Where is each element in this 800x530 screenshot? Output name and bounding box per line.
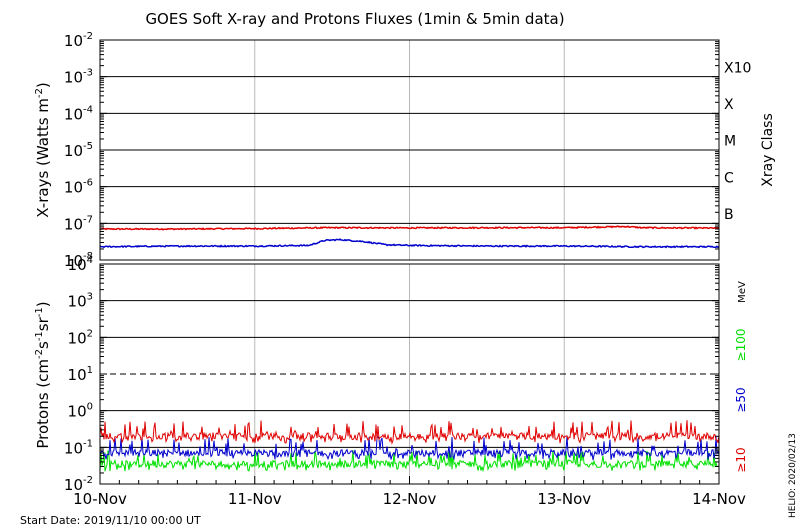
proton-energy-legend: ≥10 ≥50 ≥100 MeV (734, 281, 748, 473)
proton-series (99, 420, 720, 473)
proton-panel: 104 103 102 101 100 10-1 10-2 Protons (cm-2s-1… (34, 255, 748, 494)
proton-y-tick-label: 10-2 (64, 475, 93, 494)
xray-class-b: B (724, 207, 734, 223)
xray-series (99, 225, 720, 249)
xray-series-line-short (99, 238, 720, 249)
xray-y-tick-label: 10-7 (64, 214, 93, 233)
proton-energy-unit: MeV (737, 281, 748, 303)
proton-y-tick-label: 102 (68, 328, 93, 347)
xray-y-tick-label: 10-6 (64, 178, 93, 197)
xray-class-m: M (724, 134, 736, 150)
xray-class-x: X (724, 97, 734, 113)
proton-legend-ge10: ≥10 (734, 447, 748, 472)
x-tick-label: 13-Nov (537, 490, 591, 508)
proton-legend-ge50: ≥50 (734, 387, 748, 412)
proton-legend-ge100: ≥100 (734, 329, 748, 362)
xray-y-ticks: 10-2 10-3 10-4 10-5 10-6 10-7 10-8 (64, 31, 719, 270)
xray-y-tick-label: 10-4 (64, 104, 93, 123)
xray-class-axis-title: Xray Class (760, 113, 776, 187)
xray-y-tick-label: 10-3 (64, 68, 93, 87)
xray-class-x10: X10 (724, 60, 751, 76)
proton-y-tick-label: 100 (68, 402, 93, 421)
xray-panel: 10-2 10-3 10-4 10-5 10-6 10-7 10-8 X10 X M C B X-r… (34, 31, 776, 270)
xray-series-line-long (99, 225, 720, 231)
proton-y-ticks: 104 103 102 101 100 10-1 10-2 (64, 255, 719, 494)
xray-class-labels: X10 X M C B (724, 60, 751, 223)
x-tick-label: 10-Nov (73, 490, 127, 508)
proton-gridlines (100, 264, 719, 484)
xray-y-tick-label: 10-8 (64, 251, 93, 270)
x-axis-ticks: 10-Nov 11-Nov 12-Nov 13-Nov 14-Nov (73, 476, 746, 508)
chart-title: GOES Soft X-ray and Protons Fluxes (1min… (145, 10, 564, 28)
xray-gridlines (100, 40, 719, 260)
proton-series-line (99, 436, 720, 461)
proton-series-line (99, 450, 720, 473)
xray-class-c: C (724, 170, 734, 186)
x-tick-label: 12-Nov (383, 490, 437, 508)
xray-y-axis-label: X-rays (Watts m-2) (34, 82, 52, 217)
xray-y-tick-label: 10-2 (64, 31, 93, 50)
proton-y-tick-label: 103 (68, 292, 93, 311)
proton-y-tick-label: 101 (68, 365, 93, 384)
x-tick-label: 11-Nov (228, 490, 282, 508)
proton-series-line (99, 420, 720, 445)
credit-label: HELIO: 2020/02/13 (788, 433, 798, 518)
x-tick-label: 14-Nov (692, 490, 746, 508)
proton-y-axis-label: Protons (cm-2s-1sr-1) (34, 301, 52, 448)
proton-y-tick-label: 104 (68, 255, 93, 274)
start-date-label: Start Date: 2019/11/10 00:00 UT (20, 514, 201, 527)
proton-y-tick-label: 10-1 (64, 438, 93, 457)
xray-y-tick-label: 10-5 (64, 141, 93, 160)
